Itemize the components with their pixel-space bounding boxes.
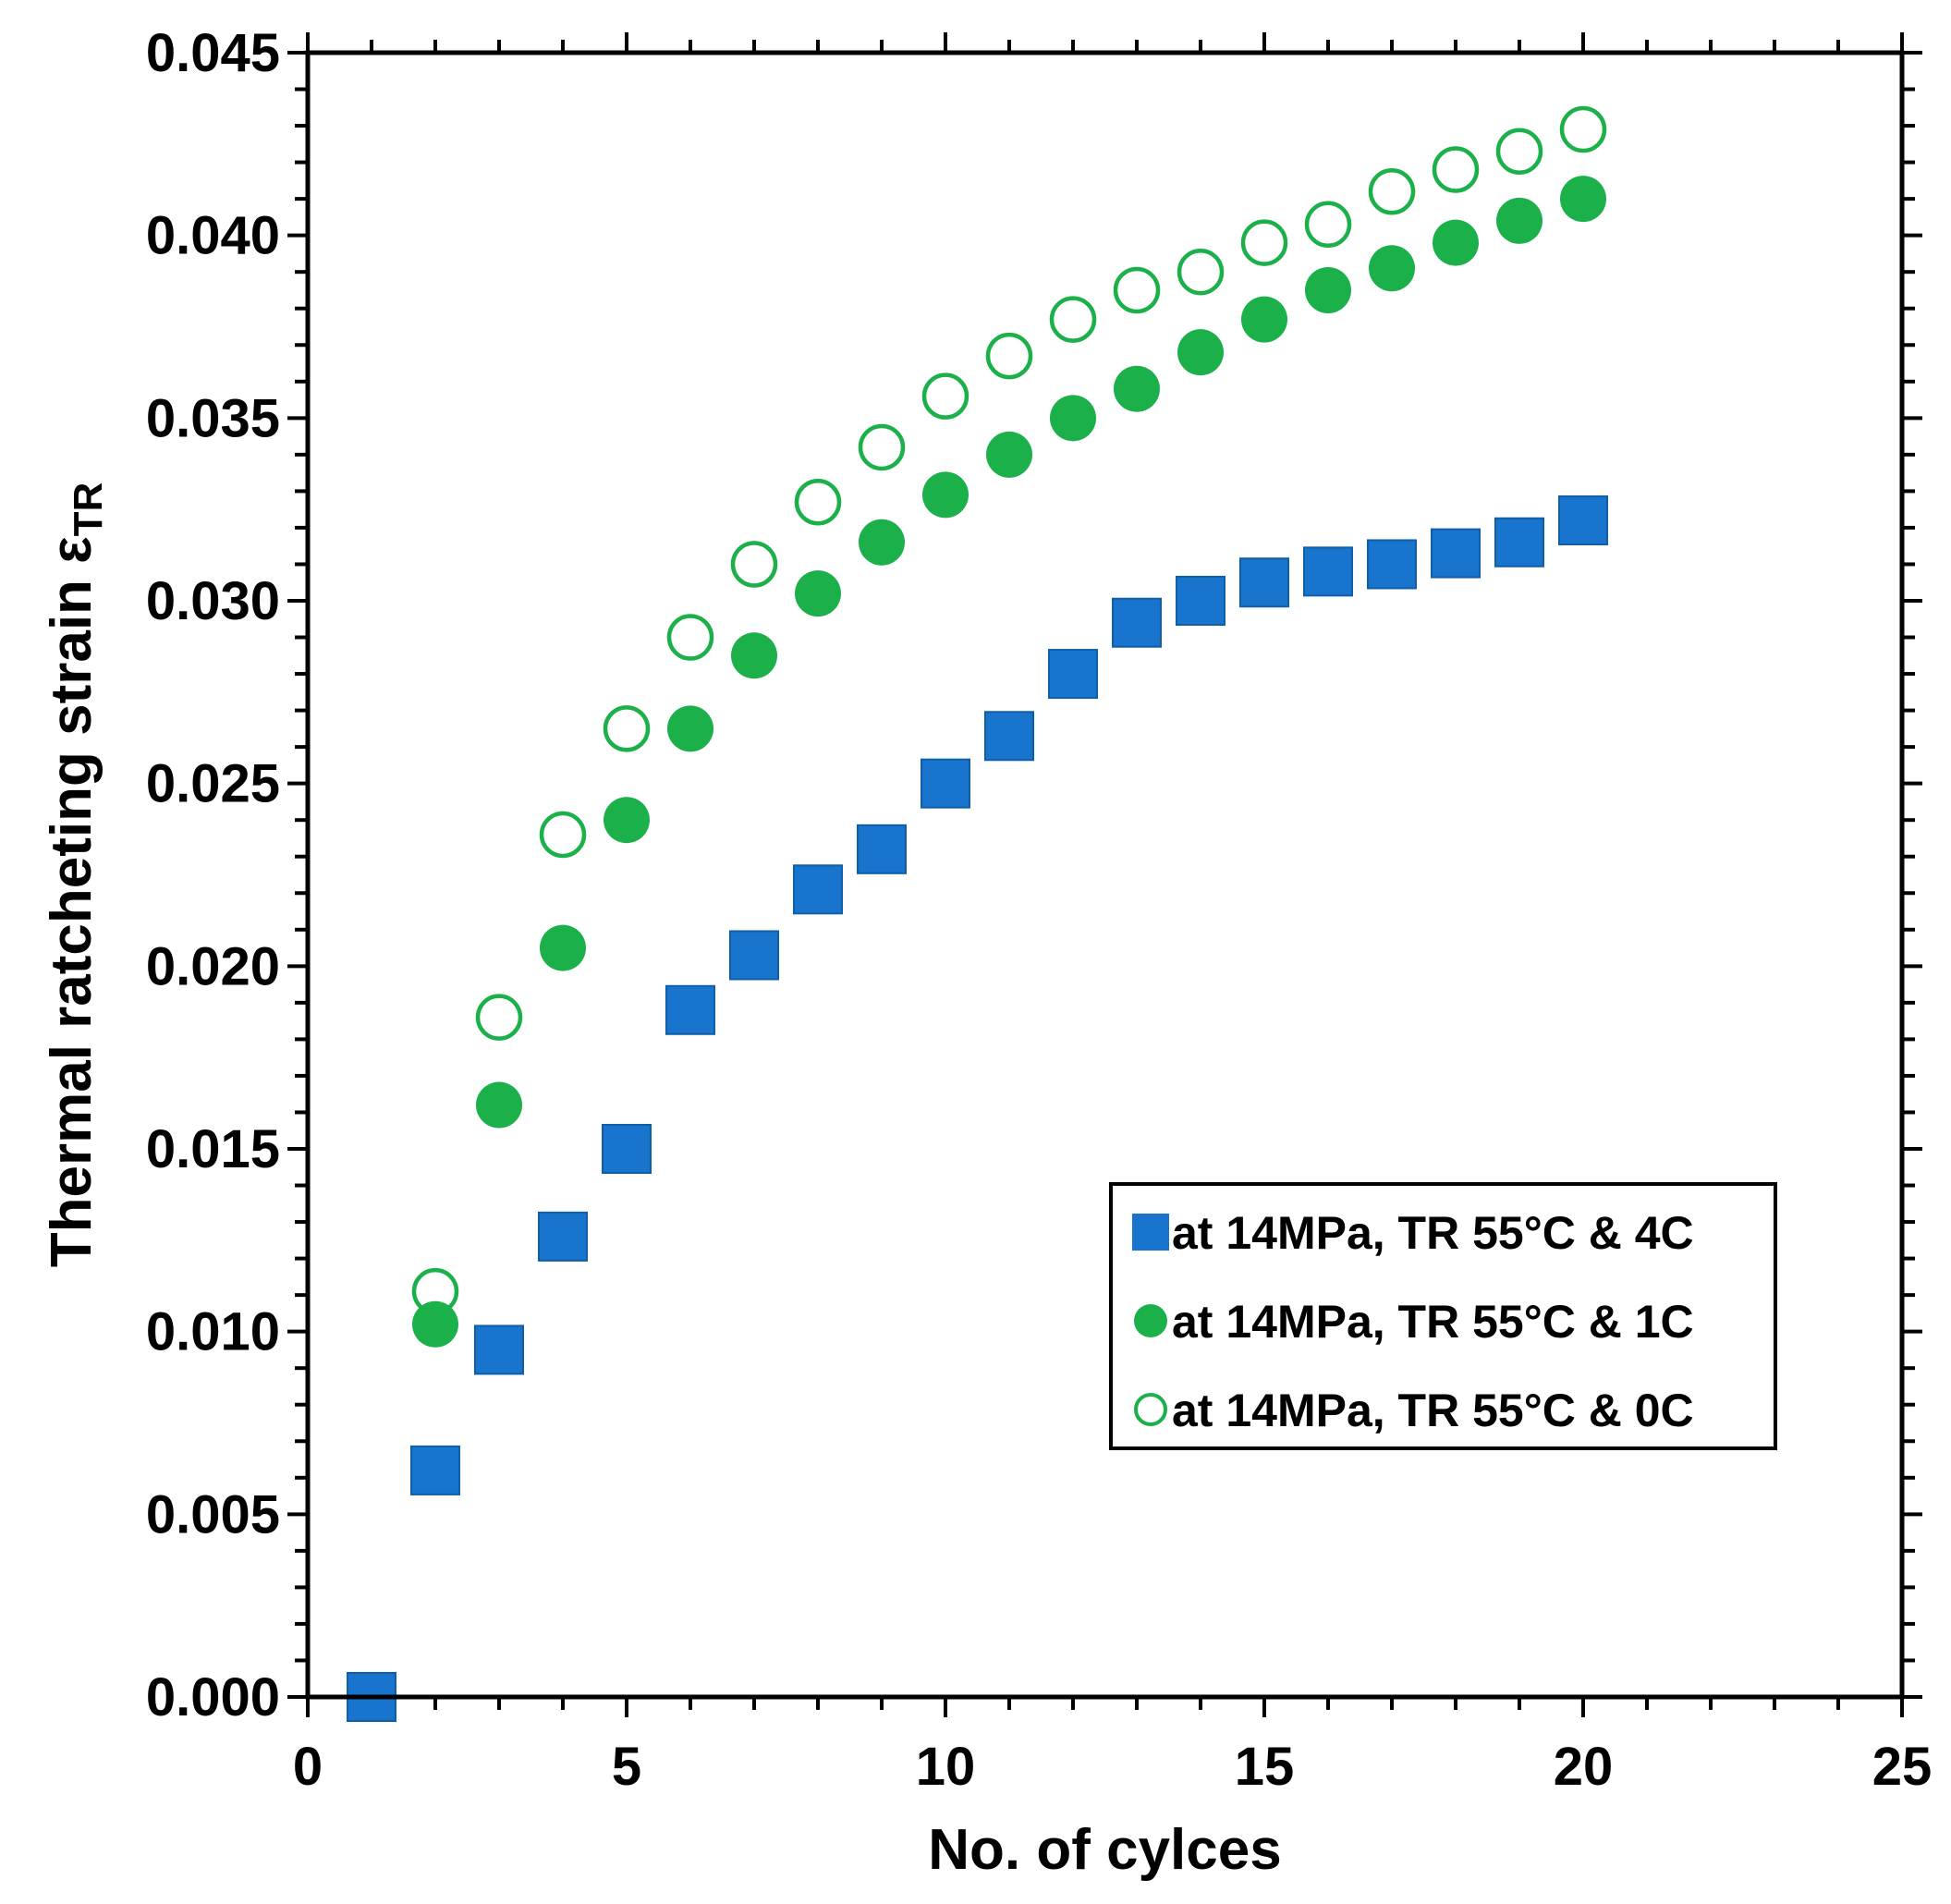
data-point-open-circle xyxy=(1240,219,1288,266)
data-point-square xyxy=(793,864,843,915)
data-point-open-circle xyxy=(985,332,1033,380)
data-point-open-circle xyxy=(666,614,714,661)
data-point-square xyxy=(1048,649,1098,700)
y-tick-label: 0.005 xyxy=(146,1484,280,1544)
x-tick-label: 5 xyxy=(612,1737,641,1797)
x-tick-label: 25 xyxy=(1872,1737,1933,1797)
y-tick-label: 0.025 xyxy=(146,754,280,814)
data-point-open-circle xyxy=(1432,146,1480,193)
data-point-filled-circle xyxy=(604,797,650,844)
data-point-open-circle xyxy=(1113,266,1161,314)
data-point-open-circle xyxy=(1495,128,1543,175)
data-point-square xyxy=(729,930,779,981)
data-point-filled-circle xyxy=(412,1300,458,1348)
legend-label: at 14MPa, TR 55°C & 0C xyxy=(1172,1385,1694,1436)
legend-label: at 14MPa, TR 55°C & 4C xyxy=(1172,1207,1694,1259)
data-point-open-circle xyxy=(858,423,906,471)
data-point-filled-circle xyxy=(1241,296,1287,343)
data-point-filled-circle xyxy=(1369,245,1415,292)
y-tick-label: 0.035 xyxy=(146,388,280,448)
data-point-open-circle xyxy=(794,479,842,526)
legend-marker-filled-circle xyxy=(1134,1304,1167,1337)
y-tick-label: 0.010 xyxy=(146,1302,280,1362)
data-point-filled-circle xyxy=(1050,395,1096,442)
data-point-filled-circle xyxy=(1114,365,1160,412)
data-point-filled-circle xyxy=(540,924,586,971)
data-point-square xyxy=(1112,597,1162,648)
legend: at 14MPa, TR 55°C & 4C at 14MPa, TR 55°C … xyxy=(1109,1182,1777,1450)
y-tick-label: 0.045 xyxy=(146,23,280,83)
data-points xyxy=(347,105,1608,1722)
data-point-open-circle xyxy=(1049,296,1097,343)
y-axis-title-subscript: TR xyxy=(66,482,111,537)
data-point-open-circle xyxy=(730,541,778,588)
legend-box xyxy=(1109,1182,1777,1450)
data-point-filled-circle xyxy=(1560,176,1606,223)
data-point-open-circle xyxy=(539,811,587,859)
data-point-filled-circle xyxy=(1177,329,1224,376)
data-point-filled-circle xyxy=(795,570,841,617)
data-point-filled-circle xyxy=(731,632,777,679)
data-point-square xyxy=(410,1445,460,1495)
data-point-square xyxy=(984,711,1034,762)
data-point-filled-circle xyxy=(1433,219,1479,266)
legend-marker-square xyxy=(1132,1214,1169,1251)
data-point-square xyxy=(538,1211,588,1262)
data-point-square xyxy=(1431,528,1481,579)
data-point-filled-circle xyxy=(476,1081,522,1129)
data-point-square xyxy=(1367,539,1417,590)
legend-item: at 14MPa, TR 55°C & 1C xyxy=(1134,1296,1694,1348)
data-point-open-circle xyxy=(603,705,651,752)
data-point-square xyxy=(1176,576,1225,626)
data-point-square xyxy=(1239,557,1289,608)
data-point-square xyxy=(857,824,907,874)
data-point-square xyxy=(602,1124,652,1174)
axis-tick-labels: 0 5 10 15 20 25 0.000 0.005 0.010 0.015 0.020 0.025… xyxy=(146,23,1932,1797)
plot-area-frame xyxy=(305,50,1905,1700)
legend-item: at 14MPa, TR 55°C & 4C xyxy=(1132,1207,1694,1259)
legend-items: at 14MPa, TR 55°C & 4C at 14MPa, TR 55°C … xyxy=(1132,1207,1694,1436)
data-point-square xyxy=(474,1324,524,1375)
x-tick-label: 0 xyxy=(293,1737,323,1797)
data-point-filled-circle xyxy=(667,705,713,752)
x-tick-label: 15 xyxy=(1235,1737,1295,1797)
data-point-square xyxy=(665,984,715,1035)
y-tick-label: 0.020 xyxy=(146,936,280,996)
y-axis-title: Thermal ratcheting strain εTR xyxy=(40,482,111,1268)
x-axis-title: No. of cylces xyxy=(928,1818,1281,1882)
data-point-open-circle xyxy=(1559,105,1607,153)
data-point-filled-circle xyxy=(859,519,905,566)
y-tick-label: 0.000 xyxy=(146,1667,280,1727)
data-point-filled-circle xyxy=(986,431,1032,478)
legend-marker-open-circle xyxy=(1134,1393,1167,1426)
data-point-square xyxy=(1494,517,1544,568)
y-tick-label: 0.040 xyxy=(146,206,280,266)
data-point-filled-circle xyxy=(922,471,969,519)
data-point-filled-circle xyxy=(1496,197,1543,244)
legend-label: at 14MPa, TR 55°C & 1C xyxy=(1172,1296,1694,1348)
x-tick-label: 10 xyxy=(916,1737,976,1797)
data-point-filled-circle xyxy=(1305,266,1351,313)
y-tick-label: 0.015 xyxy=(146,1119,280,1179)
x-tick-label: 20 xyxy=(1554,1737,1614,1797)
data-point-square xyxy=(1558,495,1608,546)
data-point-open-circle xyxy=(1304,201,1352,249)
data-point-square xyxy=(1303,546,1353,597)
y-tick-label: 0.030 xyxy=(146,571,280,631)
legend-item: at 14MPa, TR 55°C & 0C xyxy=(1134,1385,1694,1436)
data-point-square xyxy=(921,758,970,809)
data-point-open-circle xyxy=(1177,248,1225,296)
data-point-open-circle xyxy=(1368,167,1416,215)
data-point-open-circle xyxy=(475,994,523,1041)
data-point-open-circle xyxy=(921,372,969,420)
y-axis-title-main: Thermal ratcheting strain ε xyxy=(40,536,104,1267)
